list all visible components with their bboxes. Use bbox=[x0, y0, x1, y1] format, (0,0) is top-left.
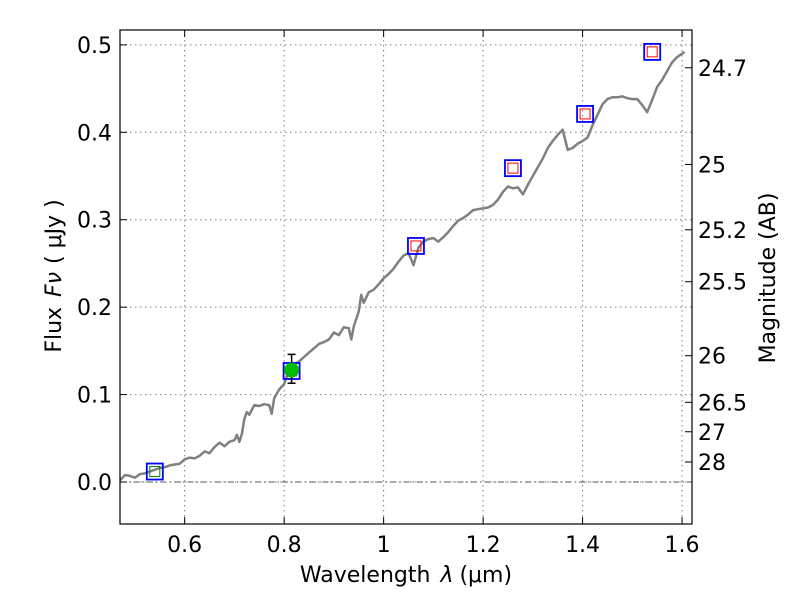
y-tick-label: 0.1 bbox=[77, 384, 112, 409]
series-group bbox=[119, 50, 686, 482]
y-tick-label: 0.2 bbox=[77, 296, 112, 321]
y2-tick-label: 25.5 bbox=[698, 271, 747, 296]
y2-tick-label: 24.7 bbox=[698, 57, 747, 82]
photometry-marker-outer bbox=[145, 462, 164, 481]
y2-tick-label: 25 bbox=[698, 153, 726, 178]
ticks-group: 0.6 0.8 1 1.2 1.4 1.6 0.0 0.1 0.2 0.3 0.4 0.5 24.7 25… bbox=[77, 30, 747, 558]
photometry-marker-inner bbox=[507, 162, 519, 174]
y-tick-label: 0.4 bbox=[77, 121, 112, 146]
plot-frame bbox=[119, 29, 693, 525]
photometry-marker-outer bbox=[407, 237, 425, 255]
x-tick-label: 0.6 bbox=[167, 533, 202, 558]
x-tick-label: 1.2 bbox=[466, 533, 501, 558]
photometry-marker-outer bbox=[576, 105, 594, 123]
x-tick-label: 1.6 bbox=[665, 533, 700, 558]
measurement-point bbox=[284, 362, 300, 378]
photometry-marker-inner bbox=[149, 466, 161, 478]
photometry-marker-outer bbox=[643, 42, 662, 61]
photometry-marker-inner bbox=[579, 108, 591, 120]
grid-lines bbox=[120, 30, 692, 524]
x-tick-label: 1.4 bbox=[565, 533, 600, 558]
y-axis-label: FluxFν( μJy ) bbox=[42, 199, 67, 352]
y2-tick-label: 25.2 bbox=[698, 219, 747, 244]
x-tick-label: 1 bbox=[377, 533, 391, 558]
y-tick-label: 0.3 bbox=[77, 209, 112, 234]
photometry-group bbox=[145, 42, 662, 481]
y2-tick-label: 26.5 bbox=[698, 391, 747, 416]
y2-tick-label: 28 bbox=[698, 451, 726, 476]
measurement-group bbox=[284, 353, 300, 384]
photometry-marker-inner bbox=[646, 46, 658, 58]
y2-tick-label: 27 bbox=[698, 421, 726, 446]
x-axis-label: Wavelength λ (μm) bbox=[300, 563, 512, 588]
photometry-marker-outer bbox=[504, 159, 522, 178]
y2-tick-label: 26 bbox=[698, 345, 726, 370]
x-tick-label: 0.8 bbox=[267, 533, 302, 558]
spectrum-line bbox=[119, 50, 686, 482]
y2-axis-label: Magnitude (AB) bbox=[756, 193, 781, 364]
y-tick-label: 0.5 bbox=[77, 34, 112, 59]
y-tick-label: 0.0 bbox=[77, 471, 112, 496]
photometry-marker-inner bbox=[410, 240, 422, 252]
